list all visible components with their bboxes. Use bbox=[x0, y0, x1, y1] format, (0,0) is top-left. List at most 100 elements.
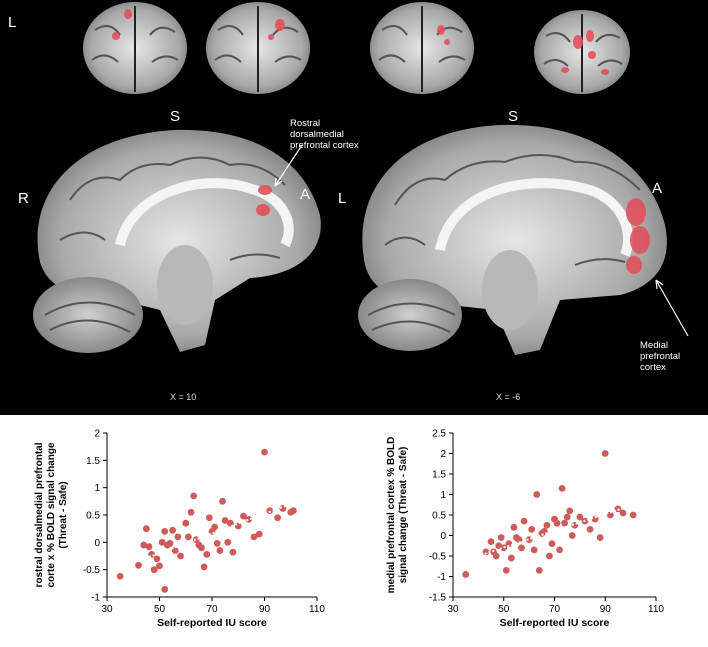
x-tick-label: 30 bbox=[101, 604, 113, 615]
y-tick-label: 0 bbox=[94, 538, 100, 549]
superior-label-left: S bbox=[170, 108, 181, 125]
data-point bbox=[548, 540, 556, 548]
x-tick-label: 50 bbox=[498, 604, 510, 615]
data-point bbox=[601, 450, 609, 457]
data-point bbox=[166, 540, 174, 547]
data-point bbox=[530, 546, 538, 554]
data-point bbox=[158, 538, 166, 546]
x-tick-label: 110 bbox=[309, 604, 325, 615]
y-axis-label: rostral dorsalmedial prefrontalcorte x %… bbox=[34, 442, 69, 587]
y-tick-label: -1.5 bbox=[429, 593, 447, 604]
data-point bbox=[505, 540, 513, 548]
y-axis-label: medial prefrontal cortex % BOLDsignal ch… bbox=[386, 437, 409, 594]
data-point bbox=[462, 571, 470, 578]
data-point bbox=[177, 552, 184, 560]
data-point bbox=[156, 562, 163, 570]
scatter-chart-rostral-dmpfc: 30 50 70 90 110 -1 -0.5 0 0.5 1 1.5 2 Self-reported … bbox=[0, 415, 354, 642]
data-point bbox=[198, 544, 205, 552]
data-point bbox=[566, 507, 574, 515]
data-point bbox=[135, 561, 142, 569]
data-point bbox=[169, 526, 177, 534]
data-point bbox=[497, 534, 505, 541]
y-tick-label: 1 bbox=[440, 490, 446, 501]
data-point bbox=[229, 548, 237, 556]
coordinate-label-left: X = 10 bbox=[170, 392, 197, 402]
coronal-slice-3 bbox=[370, 2, 474, 94]
y-tick-label: 1.5 bbox=[86, 456, 100, 467]
data-point bbox=[205, 514, 213, 522]
y-tick-label: 0.5 bbox=[86, 511, 100, 522]
coordinate-label-right: X = -6 bbox=[496, 392, 521, 402]
x-tick-label: 90 bbox=[259, 604, 271, 615]
data-point bbox=[487, 538, 495, 546]
data-point bbox=[596, 534, 604, 541]
data-point bbox=[553, 519, 561, 527]
y-tick-label: -0.5 bbox=[83, 565, 101, 576]
data-point bbox=[606, 511, 614, 519]
anterior-label-left: A bbox=[300, 186, 311, 203]
data-point bbox=[116, 572, 124, 580]
anterior-label-right: A bbox=[652, 180, 663, 197]
data-point bbox=[190, 492, 198, 500]
data-point bbox=[274, 514, 282, 522]
data-point bbox=[619, 509, 627, 517]
y-tick-label: 1.5 bbox=[432, 470, 446, 481]
data-point bbox=[161, 528, 169, 535]
data-point bbox=[150, 566, 158, 574]
coronal-slice-2 bbox=[206, 2, 310, 94]
data-point bbox=[586, 525, 594, 533]
data-point bbox=[211, 523, 219, 531]
coronal-slice-4 bbox=[534, 10, 630, 94]
coronal-slice-1 bbox=[83, 2, 187, 94]
annotation-medial-pfc: Medial prefrontal cortex bbox=[640, 340, 681, 373]
data-point bbox=[492, 552, 500, 560]
data-point bbox=[174, 533, 182, 541]
y-tick-label: 2.5 bbox=[432, 429, 446, 440]
data-point bbox=[563, 513, 571, 521]
data-point bbox=[502, 566, 510, 574]
y-tick-label: 2 bbox=[94, 429, 100, 440]
scatter-chart-medial-pfc: 30 50 70 90 110 -1.5 -1 -0.5 0 0.5 1 1.5 2 2.5 Self-re… bbox=[354, 415, 708, 642]
right-hemisphere-label: R bbox=[18, 190, 29, 207]
data-point bbox=[482, 548, 490, 556]
data-point bbox=[520, 517, 528, 525]
data-point bbox=[500, 544, 508, 552]
data-point bbox=[224, 538, 232, 546]
chart-svg: 30 50 70 90 110 -1.5 -1 -0.5 0 0.5 1 1.5 2 2.5 Self-re… bbox=[386, 429, 664, 630]
y-tick-label: -1 bbox=[437, 572, 446, 583]
data-point bbox=[184, 533, 192, 541]
y-tick-label: 0.5 bbox=[432, 511, 446, 522]
data-point bbox=[203, 550, 211, 558]
y-tick-label: 0 bbox=[440, 531, 446, 542]
x-tick-label: 50 bbox=[154, 604, 166, 615]
data-point bbox=[629, 511, 637, 519]
data-point bbox=[515, 536, 523, 543]
y-tick-label: 1 bbox=[94, 483, 100, 494]
data-point bbox=[543, 521, 551, 529]
data-point bbox=[261, 448, 268, 456]
data-point bbox=[518, 544, 525, 552]
data-point bbox=[140, 541, 148, 549]
annotation-rostral-dmpfc: Rostral dorsalmedial prefrontal cortex bbox=[290, 118, 359, 151]
data-point bbox=[576, 513, 584, 521]
superior-label-right: S bbox=[508, 108, 519, 125]
orientation-label-coronal: L bbox=[8, 14, 17, 31]
data-point bbox=[161, 585, 169, 593]
data-point bbox=[255, 530, 263, 538]
brain-illustration bbox=[33, 2, 689, 356]
data-point bbox=[213, 540, 221, 547]
sagittal-slice-left-hemisphere bbox=[358, 124, 689, 356]
y-tick-label: 2 bbox=[440, 449, 446, 460]
data-point bbox=[546, 552, 553, 560]
data-point bbox=[535, 566, 543, 574]
data-point bbox=[561, 519, 569, 527]
data-point bbox=[219, 497, 226, 505]
x-tick-label: 70 bbox=[206, 604, 218, 615]
data-point bbox=[507, 554, 515, 562]
data-point bbox=[142, 525, 150, 533]
data-point bbox=[558, 484, 566, 492]
data-point bbox=[510, 523, 518, 531]
data-point bbox=[182, 519, 190, 527]
data-point bbox=[200, 563, 208, 571]
